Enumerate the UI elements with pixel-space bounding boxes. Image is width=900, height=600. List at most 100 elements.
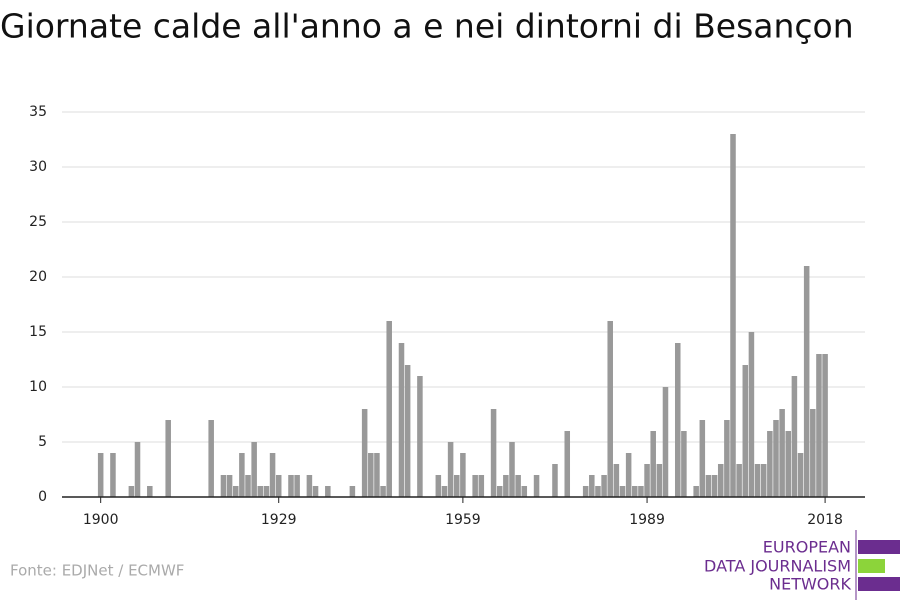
bar [533, 475, 540, 497]
bar [226, 475, 233, 497]
bar [269, 453, 276, 497]
x-tick-label: 1900 [83, 512, 119, 528]
bar [275, 475, 282, 497]
bar [625, 453, 632, 497]
y-tick-label: 20 [29, 269, 47, 285]
bar [674, 343, 681, 497]
bar [232, 486, 239, 497]
bar [711, 475, 718, 497]
bar [257, 486, 264, 497]
bar [472, 475, 478, 497]
bar [595, 486, 601, 497]
logo-text: EUROPEAN [763, 538, 851, 557]
bar [589, 475, 595, 497]
y-tick-label: 0 [38, 489, 47, 505]
bar [730, 134, 736, 497]
bar [380, 486, 386, 497]
y-tick-label: 25 [29, 214, 47, 230]
logo-bar [858, 559, 885, 573]
bar [717, 464, 724, 497]
bar [619, 486, 626, 497]
bar [607, 321, 613, 497]
bar [404, 365, 411, 497]
bar [368, 453, 374, 497]
y-tick-label: 5 [38, 434, 47, 450]
bar [147, 486, 153, 497]
bar [601, 475, 607, 497]
bar [797, 453, 804, 497]
bar [239, 453, 245, 497]
bar [245, 475, 251, 497]
bar [294, 475, 300, 497]
x-tick-label: 1959 [445, 512, 481, 528]
bar [693, 486, 699, 497]
bar [564, 431, 571, 497]
bar [128, 486, 135, 497]
logo-bar [858, 540, 900, 554]
bar [496, 486, 503, 497]
bar [760, 464, 767, 497]
bar [208, 420, 214, 497]
bar [632, 486, 638, 497]
bar [503, 475, 509, 497]
bar [110, 453, 116, 497]
bar [810, 409, 816, 497]
bar [460, 453, 466, 497]
logo-text: DATA JOURNALISM [704, 557, 851, 576]
bar [705, 475, 712, 497]
bar [447, 442, 454, 497]
bar [263, 486, 270, 497]
bar [509, 442, 515, 497]
bar [374, 453, 380, 497]
bar [417, 376, 423, 497]
bar [386, 321, 392, 497]
bar [441, 486, 448, 497]
y-tick-label: 35 [29, 104, 47, 120]
x-tick-label: 1989 [629, 512, 665, 528]
bar [638, 486, 644, 497]
bar [816, 354, 822, 497]
bar [97, 453, 104, 497]
bar [754, 464, 761, 497]
bar [582, 486, 589, 497]
x-tick-label: 1929 [261, 512, 297, 528]
source: Fonte: EDJNet / ECMWF [10, 562, 184, 580]
bar [325, 486, 331, 497]
bar [220, 475, 227, 497]
bar [251, 442, 257, 497]
logo-bar [858, 577, 900, 591]
bar [398, 343, 405, 497]
bar [312, 486, 319, 497]
bar [490, 409, 497, 497]
bar [822, 354, 828, 497]
logo-text: NETWORK [769, 575, 851, 594]
bar [773, 420, 779, 497]
bar [650, 431, 656, 497]
y-tick-label: 30 [29, 159, 47, 175]
bar [742, 365, 749, 497]
bar [785, 431, 792, 497]
bar [699, 420, 706, 497]
bar [306, 475, 313, 497]
bar [656, 464, 663, 497]
bar [288, 475, 294, 497]
x-tick-label: 2018 [807, 512, 843, 528]
bar [767, 431, 773, 497]
bar [613, 464, 620, 497]
bar [644, 464, 650, 497]
bar [552, 464, 558, 497]
bar [791, 376, 798, 497]
bar [748, 332, 755, 497]
bar [779, 409, 785, 497]
bar [736, 464, 742, 497]
bar [453, 475, 460, 497]
bar [803, 266, 810, 497]
y-tick-label: 15 [29, 324, 47, 340]
bar [724, 420, 730, 497]
y-tick-label: 10 [29, 379, 47, 395]
bar [435, 475, 442, 497]
bar [662, 387, 669, 497]
bar [681, 431, 687, 497]
